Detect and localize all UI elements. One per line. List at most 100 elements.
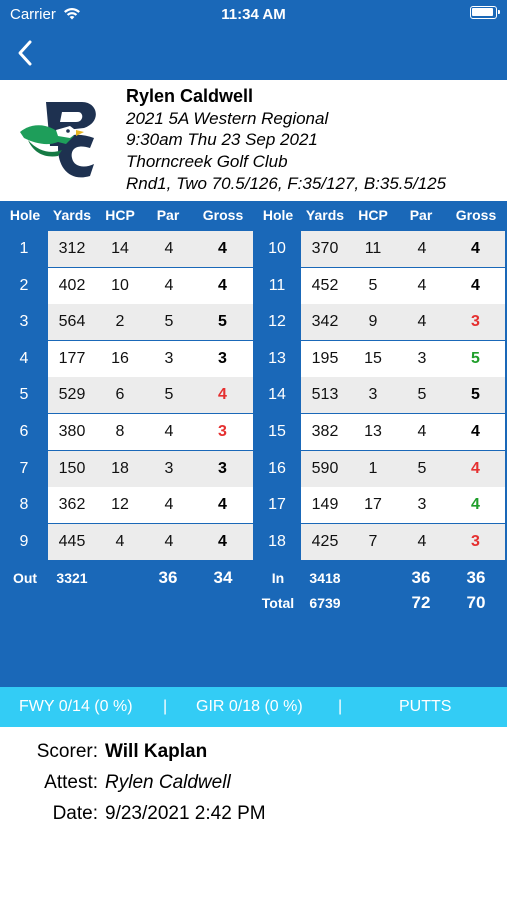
stats-separator: | [338, 698, 343, 715]
putts-stat[interactable]: PUTTS [399, 698, 452, 715]
hcp-cell: 8 [115, 423, 125, 440]
gross-cell[interactable]: 4 [218, 276, 227, 294]
yards-cell: 380 [58, 423, 86, 440]
score-row-bg [48, 487, 253, 524]
score-row-bg [48, 377, 253, 414]
par-cell: 5 [164, 386, 174, 404]
hole-number: 6 [19, 423, 29, 440]
gross-cell[interactable]: 4 [471, 496, 480, 514]
out-gross: 34 [213, 568, 233, 587]
gross-cell[interactable]: 3 [471, 532, 480, 550]
battery-icon [470, 6, 500, 19]
gross-cell[interactable]: 3 [218, 349, 227, 367]
hole-number: 16 [268, 459, 286, 477]
hcp-cell: 12 [111, 496, 129, 514]
header-yards-back: Yards [305, 207, 345, 223]
header-hole-back: Hole [262, 207, 294, 223]
gross-cell[interactable]: 4 [471, 240, 480, 257]
clock: 11:34 AM [221, 6, 286, 23]
hole-number: 12 [268, 313, 286, 331]
score-row-bg [48, 304, 253, 341]
hole-number: 10 [268, 240, 286, 257]
par-cell: 3 [164, 349, 174, 367]
gross-cell[interactable]: 4 [471, 459, 480, 477]
hcp-cell: 9 [368, 313, 378, 331]
gross-cell[interactable]: 3 [218, 459, 227, 477]
in-yards: 3418 [309, 570, 341, 586]
gross-cell[interactable]: 5 [218, 313, 227, 331]
par-cell: 4 [164, 240, 174, 257]
par-cell: 3 [417, 349, 427, 367]
gross-cell[interactable]: 3 [471, 313, 480, 331]
yards-cell: 590 [311, 459, 339, 477]
gross-cell[interactable]: 4 [218, 240, 227, 257]
hcp-cell: 16 [111, 349, 129, 367]
yards-cell: 195 [311, 349, 339, 367]
yards-cell: 149 [311, 496, 339, 514]
header-par-back: Par [409, 207, 433, 223]
event-name: 2021 5A Western Regional [126, 108, 329, 128]
fwy-stat[interactable]: FWY 0/14 (0 %) [19, 698, 133, 715]
yards-cell: 342 [311, 313, 339, 331]
gross-cell[interactable]: 5 [471, 349, 480, 367]
gir-stat[interactable]: GIR 0/18 (0 %) [196, 698, 303, 715]
yards-cell: 362 [58, 496, 86, 514]
score-row-bg [301, 450, 505, 487]
par-cell: 3 [417, 496, 427, 514]
score-row-bg [301, 414, 505, 450]
hole-number: 18 [268, 532, 286, 550]
header-gross: Gross [202, 207, 244, 223]
out-label: Out [12, 570, 38, 586]
gross-cell[interactable]: 4 [218, 532, 227, 550]
score-row-bg [301, 267, 505, 304]
yards-cell: 402 [58, 276, 86, 294]
score-row-bg [301, 377, 505, 414]
par-cell: 5 [417, 459, 427, 477]
gross-cell[interactable]: 4 [218, 386, 227, 404]
gross-cell[interactable]: 3 [218, 423, 227, 440]
par-cell: 5 [417, 386, 427, 404]
score-row-bg [48, 267, 253, 304]
header-yards: Yards [52, 207, 92, 223]
score-row-bg [48, 231, 253, 267]
header-hcp: HCP [105, 207, 135, 223]
nav-bar: Carrier 11:34 AM [0, 0, 507, 80]
gross-cell[interactable]: 4 [218, 496, 227, 514]
date-row: Date: 9/23/2021 2:42 PM [0, 803, 507, 829]
par-cell: 5 [164, 313, 174, 331]
hole-number: 5 [19, 386, 29, 404]
hcp-cell: 13 [364, 423, 382, 440]
player-name: Rylen Caldwell [126, 86, 254, 106]
total-yards: 6739 [309, 595, 341, 611]
hole-number: 9 [19, 532, 29, 550]
gross-cell[interactable]: 4 [471, 423, 480, 440]
attest-name: Rylen Caldwell [105, 772, 231, 793]
hcp-cell: 5 [368, 276, 378, 294]
score-row-bg [48, 523, 253, 560]
yards-cell: 370 [311, 240, 339, 257]
scorer-name: Will Kaplan [105, 741, 208, 762]
gross-cell[interactable]: 5 [471, 386, 480, 404]
par-cell: 4 [164, 276, 174, 294]
score-row-bg [301, 304, 505, 341]
total-gross: 70 [466, 593, 486, 612]
yards-cell: 445 [58, 532, 86, 550]
status-bar: Carrier 11:34 AM [0, 0, 507, 28]
hcp-cell: 10 [111, 276, 129, 294]
hcp-cell: 4 [115, 532, 125, 550]
attest-label: Attest: [44, 772, 98, 793]
stats-separator: | [163, 698, 168, 715]
out-yards: 3321 [56, 570, 88, 586]
hole-number: 17 [268, 496, 286, 514]
gross-cell[interactable]: 4 [471, 276, 480, 294]
score-row-bg [301, 487, 505, 524]
par-cell: 4 [417, 240, 427, 257]
hole-number: 11 [268, 276, 286, 294]
back-chevron-icon[interactable] [12, 38, 40, 68]
score-row-bg [48, 414, 253, 450]
player-header: Rylen Caldwell 2021 5A Western Regional … [0, 80, 507, 201]
yards-cell: 564 [58, 313, 86, 331]
par-cell: 4 [417, 276, 427, 294]
par-cell: 3 [164, 459, 174, 477]
out-par: 36 [158, 568, 178, 587]
